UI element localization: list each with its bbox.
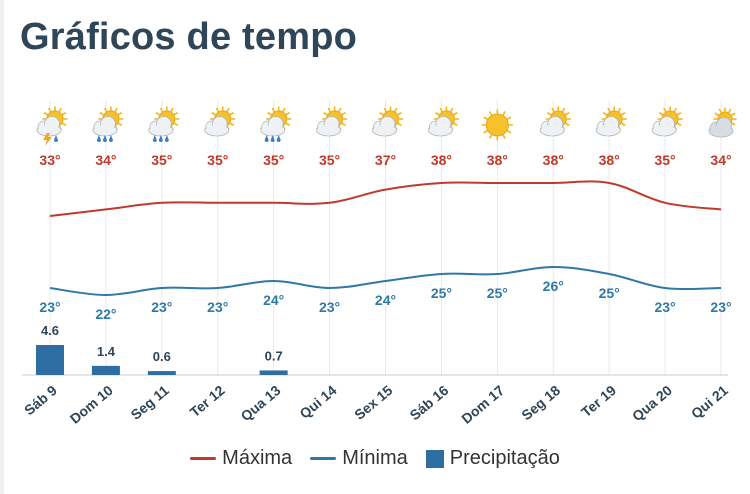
sunny-icon	[481, 109, 514, 141]
min-temp-label: 26°	[543, 278, 564, 294]
min-temp-label: 23°	[710, 299, 731, 315]
precip-bar	[147, 371, 176, 375]
max-temp-label: 38°	[543, 152, 564, 168]
max-temp-label: 35°	[151, 152, 172, 168]
x-tick-label: Seg 18	[518, 382, 563, 423]
x-tick-label: Sáb 9	[21, 382, 60, 418]
min-temp-label: 25°	[431, 285, 452, 301]
legend-precip-swatch	[425, 449, 444, 468]
legend-item-precip[interactable]: Precipitação	[425, 447, 560, 470]
min-temp-label: 22°	[95, 306, 116, 322]
max-temp-label: 34°	[95, 152, 116, 168]
x-tick-label: Dom 17	[458, 382, 507, 427]
partly-cloudy-icon	[316, 106, 348, 137]
x-tick-label: Seg 11	[127, 382, 171, 423]
min-temp-label: 24°	[375, 292, 396, 308]
min-temp-label: 25°	[599, 285, 620, 301]
x-tick-label: Qui 21	[688, 382, 731, 422]
left-border	[0, 0, 4, 494]
min-temp-line	[49, 265, 722, 297]
precip-bar	[36, 345, 64, 375]
min-temp-label: 23°	[39, 299, 60, 315]
max-temp-label: 37°	[375, 152, 396, 168]
legend-item-max[interactable]: Máxima	[190, 447, 292, 470]
partly-cloudy-icon	[595, 106, 627, 137]
rain-sun-icon	[148, 106, 180, 142]
thunderstorm-sun-icon	[36, 106, 68, 146]
legend-max-swatch	[190, 457, 217, 460]
precip-bar	[259, 370, 288, 375]
partly-cloudy-icon	[428, 106, 460, 137]
legend-min-label: Mínima	[342, 447, 408, 469]
min-temp-label: 24°	[263, 292, 284, 308]
rain-sun-icon	[260, 106, 292, 142]
x-tick-label: Qua 20	[629, 382, 675, 424]
partly-cloudy-icon	[372, 106, 404, 137]
cloudy-icon	[708, 107, 737, 138]
precip-label: 4.6	[41, 323, 59, 338]
legend-min-swatch	[310, 457, 337, 460]
max-temp-label: 35°	[263, 152, 284, 168]
x-tick-label: Ter 19	[578, 382, 619, 420]
max-temp-label: 35°	[319, 152, 340, 168]
legend-precip-label: Precipitação	[449, 447, 560, 469]
x-tick-label: Sex 15	[351, 382, 395, 423]
max-temp-label: 34°	[710, 152, 731, 168]
legend-max-label: Máxima	[222, 447, 293, 469]
legend-item-min[interactable]: Mínima	[310, 447, 408, 470]
partly-cloudy-icon	[204, 106, 236, 137]
page-title: Gráficos de tempo	[20, 16, 358, 58]
max-temp-line	[49, 180, 722, 217]
partly-cloudy-icon	[651, 106, 683, 137]
precip-label: 0.7	[265, 348, 283, 363]
max-temp-label: 38°	[487, 152, 508, 168]
max-temp-label: 38°	[599, 152, 620, 168]
x-tick-label: Sáb 16	[406, 382, 451, 423]
precip-bar	[91, 365, 120, 375]
partly-cloudy-icon	[539, 106, 572, 137]
x-tick-label: Ter 12	[187, 382, 228, 420]
chart-legend: Máxima Mínima Precipitação	[0, 447, 750, 470]
min-temp-label: 23°	[654, 299, 675, 315]
x-tick-label: Qua 13	[238, 382, 284, 424]
rain-sun-icon	[92, 106, 124, 142]
precip-label: 1.4	[97, 344, 116, 359]
min-temp-label: 23°	[319, 299, 340, 315]
min-temp-label: 25°	[487, 285, 508, 301]
min-temp-label: 23°	[207, 299, 228, 315]
precip-label: 0.6	[153, 349, 171, 364]
max-temp-label: 38°	[431, 152, 452, 168]
x-tick-label: Qui 14	[296, 382, 339, 422]
min-temp-label: 23°	[151, 299, 172, 315]
x-tick-label: Dom 10	[67, 382, 116, 427]
max-temp-label: 33°	[39, 152, 60, 168]
max-temp-label: 35°	[207, 152, 228, 168]
max-temp-label: 35°	[654, 152, 675, 168]
